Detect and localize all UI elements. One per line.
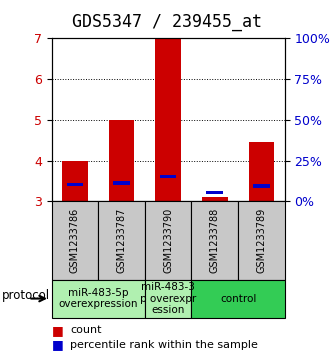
Text: count: count xyxy=(70,325,102,335)
Bar xyxy=(202,197,227,201)
Text: GSM1233786: GSM1233786 xyxy=(70,208,80,273)
Bar xyxy=(155,38,181,201)
Text: miR-483-3
p overexpr
ession: miR-483-3 p overexpr ession xyxy=(140,282,196,315)
Bar xyxy=(62,160,88,201)
Text: GSM1233790: GSM1233790 xyxy=(163,208,173,273)
Text: GSM1233787: GSM1233787 xyxy=(117,208,127,273)
Text: ■: ■ xyxy=(52,324,63,337)
Bar xyxy=(113,182,130,185)
Text: GSM1233789: GSM1233789 xyxy=(256,208,266,273)
Text: GSM1233788: GSM1233788 xyxy=(210,208,220,273)
Text: protocol: protocol xyxy=(2,289,50,302)
Bar xyxy=(248,142,274,201)
Bar xyxy=(160,175,176,178)
Text: GDS5347 / 239455_at: GDS5347 / 239455_at xyxy=(72,13,261,31)
Text: miR-483-5p
overexpression: miR-483-5p overexpression xyxy=(59,288,138,309)
Bar xyxy=(109,120,134,201)
Text: ■: ■ xyxy=(52,338,63,351)
Bar xyxy=(253,184,270,188)
Text: control: control xyxy=(220,294,256,303)
Bar xyxy=(206,191,223,194)
Bar xyxy=(67,183,83,186)
Text: percentile rank within the sample: percentile rank within the sample xyxy=(70,340,258,350)
